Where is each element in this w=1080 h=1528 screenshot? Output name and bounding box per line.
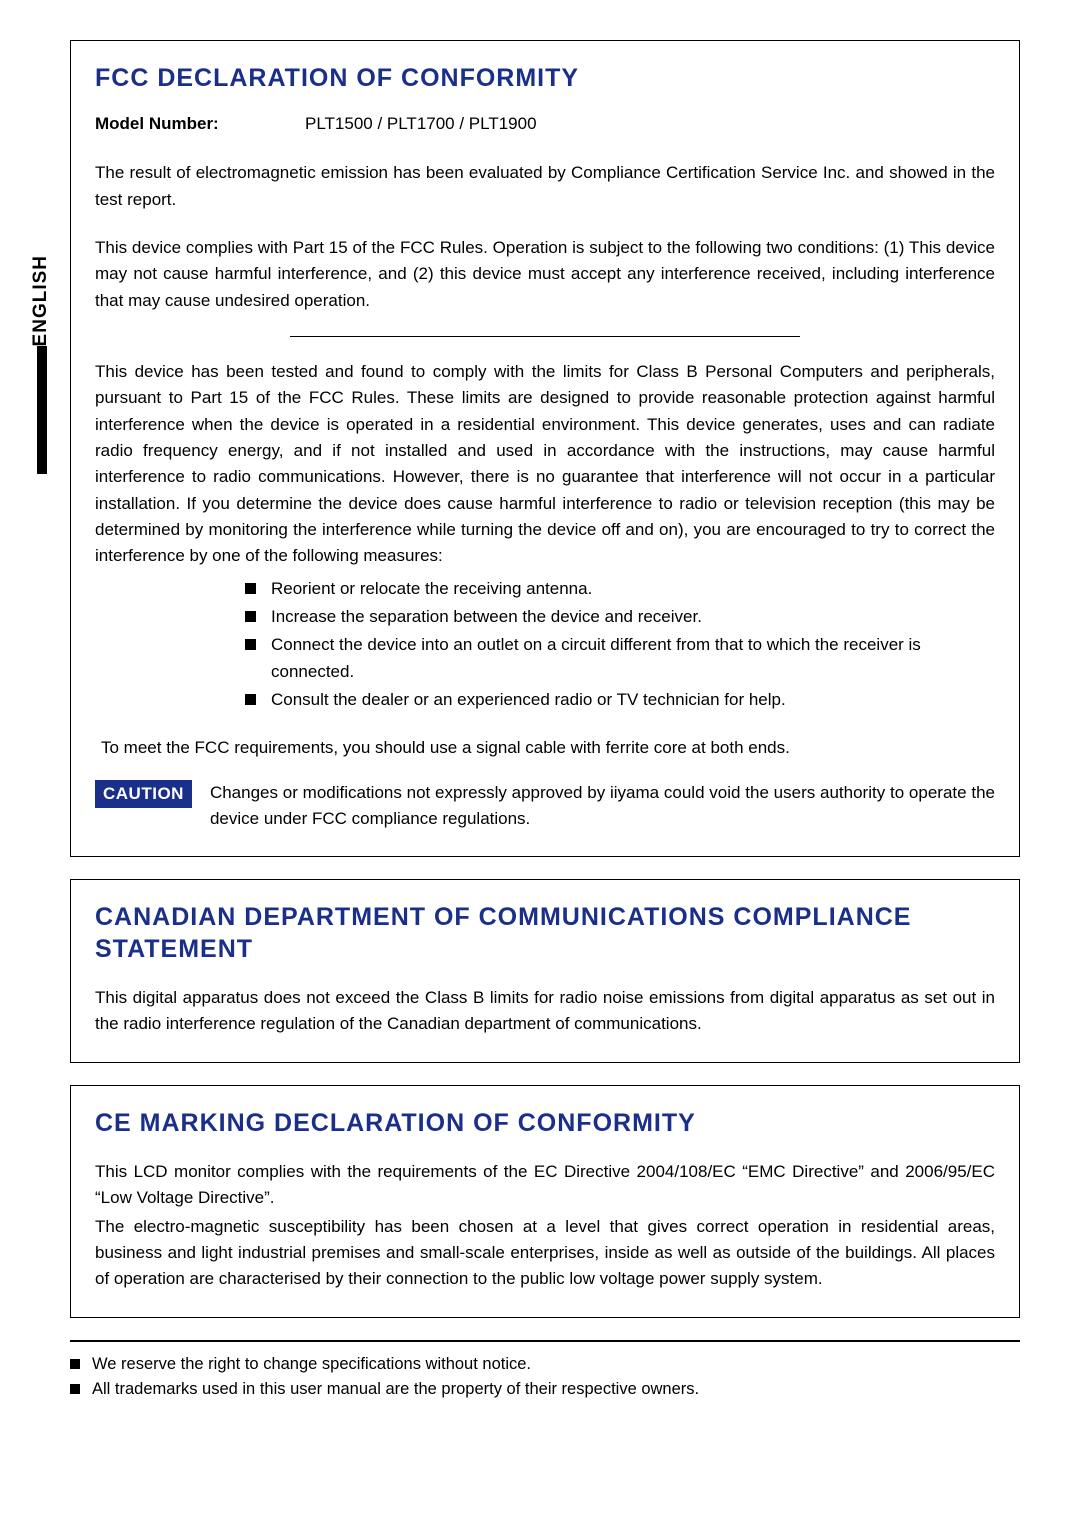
model-number-label: Model Number: (95, 114, 305, 134)
fcc-ferrite-note: To meet the FCC requirements, you should… (101, 735, 995, 761)
model-number-row: Model Number: PLT1500 / PLT1700 / PLT190… (95, 114, 995, 134)
fcc-measure-item: Reorient or relocate the receiving anten… (245, 576, 995, 602)
fcc-para-1: The result of electromagnetic emission h… (95, 160, 995, 213)
ce-para-2: The electro-magnetic susceptibility has … (95, 1214, 995, 1293)
page-content: FCC DECLARATION OF CONFORMITY Model Numb… (70, 40, 1020, 1403)
language-label: ENGLISH (30, 255, 54, 346)
footer-divider (70, 1340, 1020, 1342)
ce-section-box: CE MARKING DECLARATION OF CONFORMITY Thi… (70, 1085, 1020, 1318)
canadian-body: This digital apparatus does not exceed t… (95, 985, 995, 1038)
model-number-value: PLT1500 / PLT1700 / PLT1900 (305, 114, 537, 134)
canadian-title: CANADIAN DEPARTMENT OF COMMUNICATIONS CO… (95, 902, 995, 965)
fcc-para-2: This device complies with Part 15 of the… (95, 235, 995, 314)
canadian-section-box: CANADIAN DEPARTMENT OF COMMUNICATIONS CO… (70, 879, 1020, 1062)
fcc-measure-item: Consult the dealer or an experienced rad… (245, 687, 995, 713)
fcc-measures-list: Reorient or relocate the receiving anten… (245, 576, 995, 714)
footer-notes-list: We reserve the right to change specifica… (70, 1352, 1020, 1403)
caution-badge: CAUTION (95, 780, 192, 808)
fcc-measure-item: Connect the device into an outlet on a c… (245, 632, 995, 685)
document-page: ENGLISH FCC DECLARATION OF CONFORMITY Mo… (0, 0, 1080, 1528)
ce-para-1: This LCD monitor complies with the requi… (95, 1159, 995, 1212)
language-side-tab: ENGLISH (30, 255, 54, 474)
caution-text: Changes or modifications not expressly a… (210, 780, 995, 833)
caution-row: CAUTION Changes or modifications not exp… (95, 780, 995, 833)
fcc-measure-item: Increase the separation between the devi… (245, 604, 995, 630)
divider-rule (290, 336, 800, 337)
fcc-section-box: FCC DECLARATION OF CONFORMITY Model Numb… (70, 40, 1020, 857)
ce-title: CE MARKING DECLARATION OF CONFORMITY (95, 1108, 995, 1139)
fcc-title: FCC DECLARATION OF CONFORMITY (95, 63, 995, 94)
fcc-para-3: This device has been tested and found to… (95, 359, 995, 570)
side-tab-bar (37, 346, 47, 474)
footer-note-item: All trademarks used in this user manual … (70, 1377, 1020, 1403)
footer-note-item: We reserve the right to change specifica… (70, 1352, 1020, 1378)
